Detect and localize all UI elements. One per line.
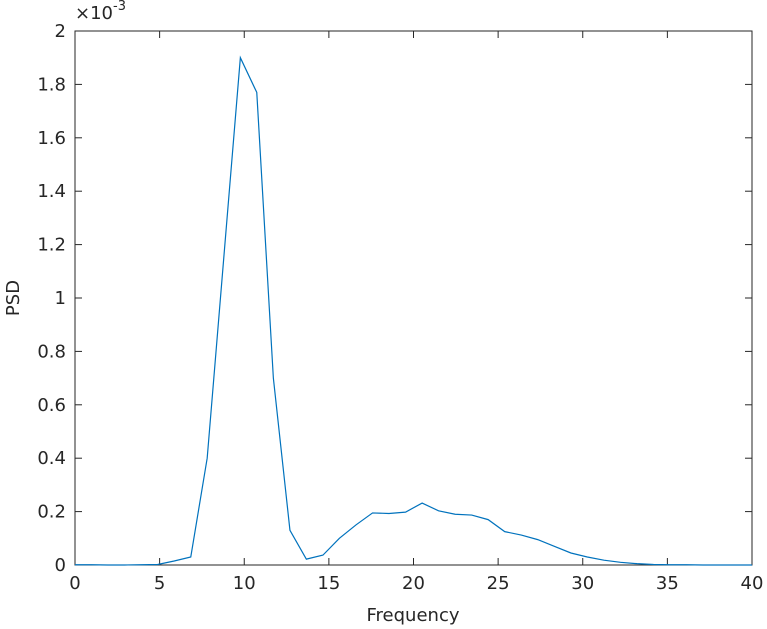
y-tick-label: 2 — [55, 21, 66, 42]
y-multiplier: ×10-3 — [75, 0, 126, 24]
y-tick-label: 1.8 — [37, 74, 66, 95]
y-axis-label: PSD — [3, 280, 24, 316]
x-tick-label: 0 — [69, 573, 80, 594]
x-tick-label: 10 — [233, 573, 256, 594]
x-tick-label: 25 — [487, 573, 510, 594]
x-tick-label: 15 — [317, 573, 340, 594]
x-tick-label: 5 — [154, 573, 165, 594]
x-tick-label: 40 — [741, 573, 764, 594]
x-tick-label: 30 — [571, 573, 594, 594]
y-tick-label: 1 — [55, 288, 66, 309]
y-tick-label: 0 — [55, 555, 66, 576]
y-multiplier-base: ×10 — [75, 3, 113, 24]
psd-line — [75, 55, 752, 566]
y-tick-label: 0.2 — [37, 502, 66, 523]
plot-frame — [74, 30, 753, 566]
y-tick-label: 1.6 — [37, 128, 66, 149]
x-tick-label: 35 — [656, 573, 679, 594]
y-tick-label: 0.4 — [37, 448, 66, 469]
x-tick-label: 20 — [402, 573, 425, 594]
y-multiplier-exponent: -3 — [113, 0, 126, 14]
y-tick-label: 1.4 — [37, 181, 66, 202]
y-tick-label: 0.8 — [37, 341, 66, 362]
y-tick-label: 1.2 — [37, 235, 66, 256]
x-axis-label: Frequency — [367, 605, 460, 626]
y-tick-label: 0.6 — [37, 395, 66, 416]
